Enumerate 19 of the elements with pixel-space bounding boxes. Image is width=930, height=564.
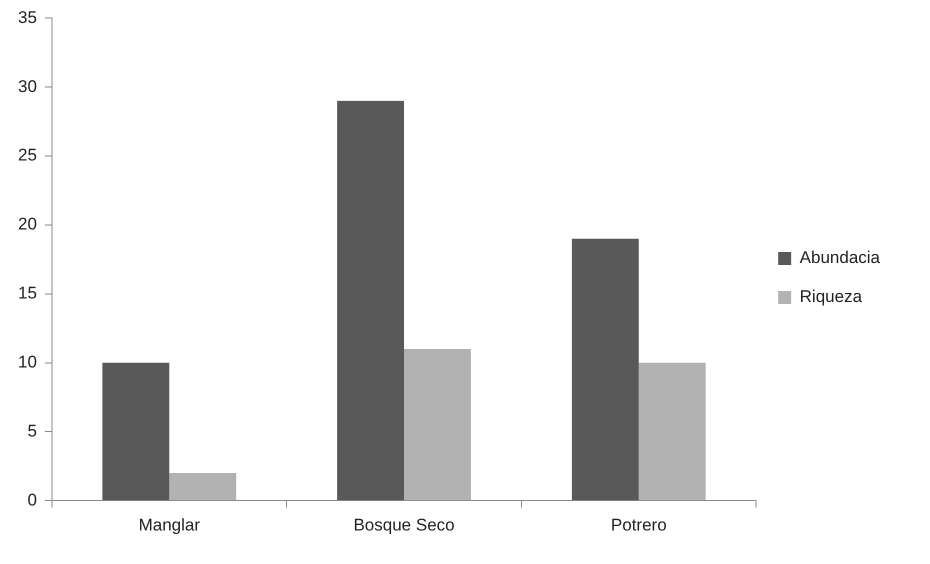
- legend-label: Abundacia: [800, 248, 881, 268]
- y-tick-label: 30: [18, 76, 37, 96]
- legend-label: Riqueza: [800, 287, 863, 306]
- bar: [572, 238, 639, 500]
- y-tick-label: 0: [27, 490, 37, 510]
- bar: [638, 362, 706, 500]
- x-tick-label: Potrero: [610, 515, 667, 534]
- y-tick-label: 5: [27, 421, 37, 440]
- y-tick-label: 10: [18, 352, 37, 372]
- y-tick-label: 15: [18, 284, 37, 303]
- y-tick-label: 35: [18, 8, 37, 27]
- bar: [102, 362, 170, 500]
- y-tick-label: 25: [18, 146, 37, 165]
- bar: [337, 100, 404, 500]
- x-tick-label: Bosque Seco: [353, 515, 455, 534]
- bar: [404, 348, 471, 500]
- y-tick-label: 20: [18, 214, 37, 234]
- bar: [169, 473, 236, 500]
- x-tick-label: Manglar: [138, 515, 200, 534]
